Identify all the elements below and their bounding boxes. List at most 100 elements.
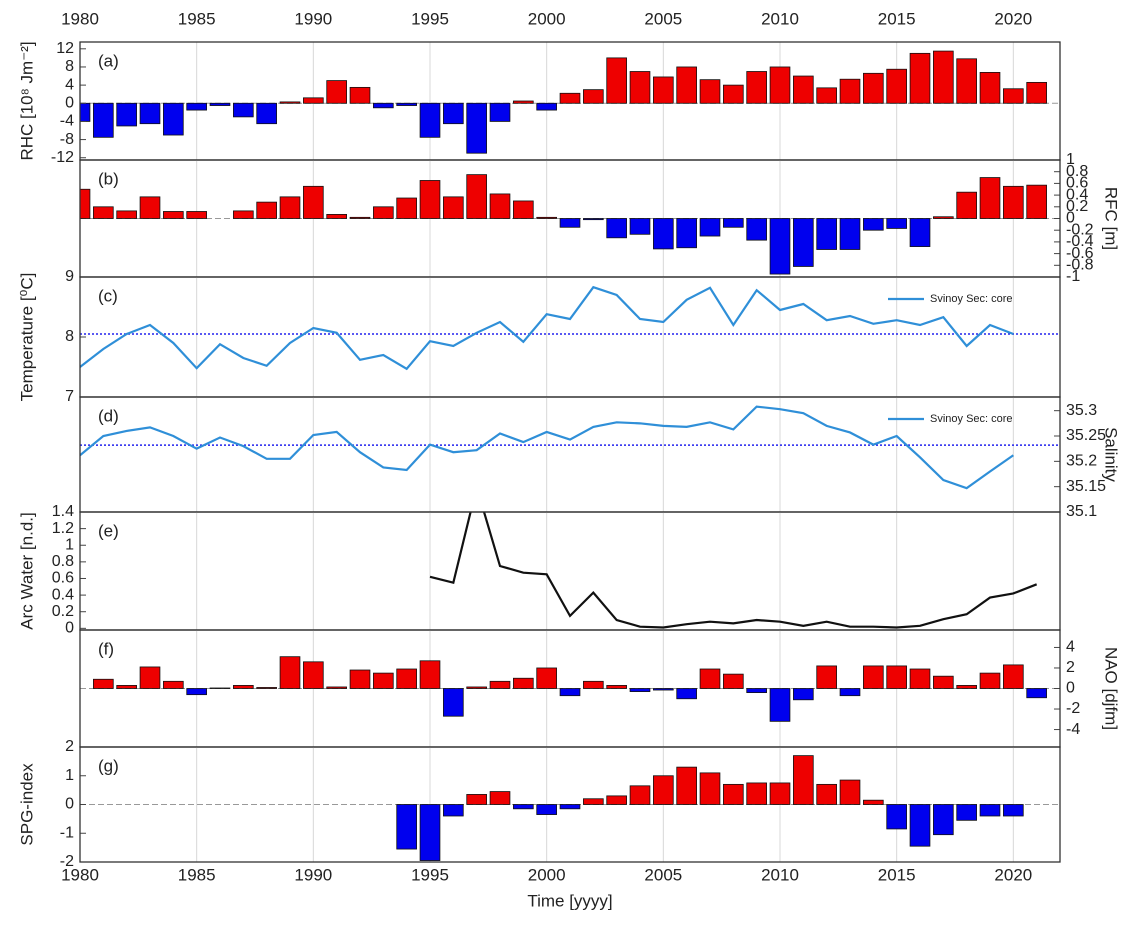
panel-label: (g) — [98, 756, 119, 775]
bar — [746, 688, 767, 694]
x-tick-label: 2010 — [761, 865, 799, 884]
x-tick-label: 2015 — [878, 9, 916, 28]
bar — [559, 92, 581, 104]
bar — [303, 97, 324, 104]
bar — [933, 675, 954, 689]
bar — [443, 196, 464, 219]
bar — [396, 102, 417, 106]
y-axis-title: Salinity — [1102, 427, 1121, 482]
bar — [466, 174, 487, 219]
bar — [396, 668, 417, 689]
y-tick-label: 0.8 — [1066, 163, 1088, 180]
x-tick-label: 1995 — [411, 9, 449, 28]
bar — [839, 688, 861, 697]
bar — [699, 79, 721, 104]
x-tick-label: 1980 — [61, 9, 99, 28]
y-tick-label: -8 — [60, 131, 74, 148]
bar — [746, 218, 767, 241]
bar — [583, 680, 604, 689]
bar — [793, 218, 814, 267]
x-tick-label: 1985 — [178, 865, 216, 884]
bar — [1026, 184, 1047, 219]
bar — [909, 52, 931, 104]
y-tick-label: 0.2 — [52, 603, 74, 620]
y-tick-label: 0 — [65, 620, 74, 637]
y-tick-label: 0.4 — [1066, 186, 1088, 203]
y-tick-label: -0.8 — [1066, 257, 1094, 274]
bar — [489, 791, 511, 805]
bar — [186, 211, 207, 219]
bar — [909, 804, 931, 847]
bar — [769, 66, 791, 104]
y-tick-label: 9 — [65, 268, 74, 285]
y-tick-label: 1 — [1066, 151, 1075, 168]
bar — [163, 680, 184, 689]
panel-label: (d) — [98, 406, 119, 425]
bar — [139, 196, 161, 219]
bar — [629, 688, 651, 692]
bar — [396, 197, 417, 219]
bar — [489, 193, 511, 219]
bar — [326, 80, 347, 104]
bar — [909, 218, 931, 247]
bar — [606, 795, 627, 805]
bar — [676, 66, 697, 104]
bar — [816, 87, 837, 104]
x-tick-label: 2000 — [528, 9, 566, 28]
bar — [536, 804, 557, 815]
bar — [723, 673, 744, 689]
bar — [419, 804, 441, 861]
bar — [1003, 804, 1024, 817]
x-tick-label: 2020 — [994, 9, 1032, 28]
bar — [769, 218, 791, 275]
bar — [583, 89, 604, 104]
bar — [886, 218, 907, 229]
y-tick-label: 8 — [65, 58, 74, 75]
bar — [1026, 81, 1047, 104]
bar — [1003, 185, 1024, 219]
bar — [233, 685, 254, 689]
bar — [886, 804, 907, 830]
bar — [116, 210, 137, 219]
x-axis-title: Time [yyyy] — [527, 891, 612, 910]
bar — [886, 68, 907, 104]
panel-label: (e) — [98, 521, 119, 540]
y-tick-label: 1.4 — [52, 503, 74, 520]
y-tick-label: -2 — [60, 853, 74, 870]
bar — [676, 688, 697, 700]
bar — [979, 177, 1001, 219]
bar — [653, 688, 674, 691]
bar — [326, 214, 347, 219]
bar — [793, 688, 814, 701]
x-tick-label: 2000 — [528, 865, 566, 884]
y-tick-label: 35.3 — [1066, 402, 1097, 419]
y-tick-label: -12 — [51, 149, 74, 166]
bar — [886, 665, 907, 689]
y-axis-title: SPG-index — [17, 763, 36, 846]
panel-frame — [79, 511, 1061, 631]
panel — [80, 277, 1060, 397]
bar — [979, 672, 1001, 689]
bar — [186, 102, 207, 111]
bar — [256, 687, 277, 689]
bar — [279, 656, 301, 689]
bar — [419, 660, 441, 689]
y-tick-label: 0 — [65, 796, 74, 813]
bar — [419, 180, 441, 219]
bar — [933, 804, 954, 836]
bar — [256, 201, 277, 219]
panel-label: (a) — [98, 51, 119, 70]
bar — [513, 677, 534, 689]
bar — [163, 211, 184, 219]
bar — [583, 798, 604, 805]
bar — [1026, 688, 1047, 699]
bar — [373, 206, 394, 219]
bar — [303, 661, 324, 689]
y-axis-title: RFC [m] — [1102, 187, 1121, 250]
x-tick-label: 2005 — [644, 9, 682, 28]
bar — [163, 102, 184, 136]
x-tick-label: 1990 — [294, 9, 332, 28]
bar — [909, 668, 931, 689]
bar — [373, 102, 394, 109]
bar — [279, 101, 301, 104]
